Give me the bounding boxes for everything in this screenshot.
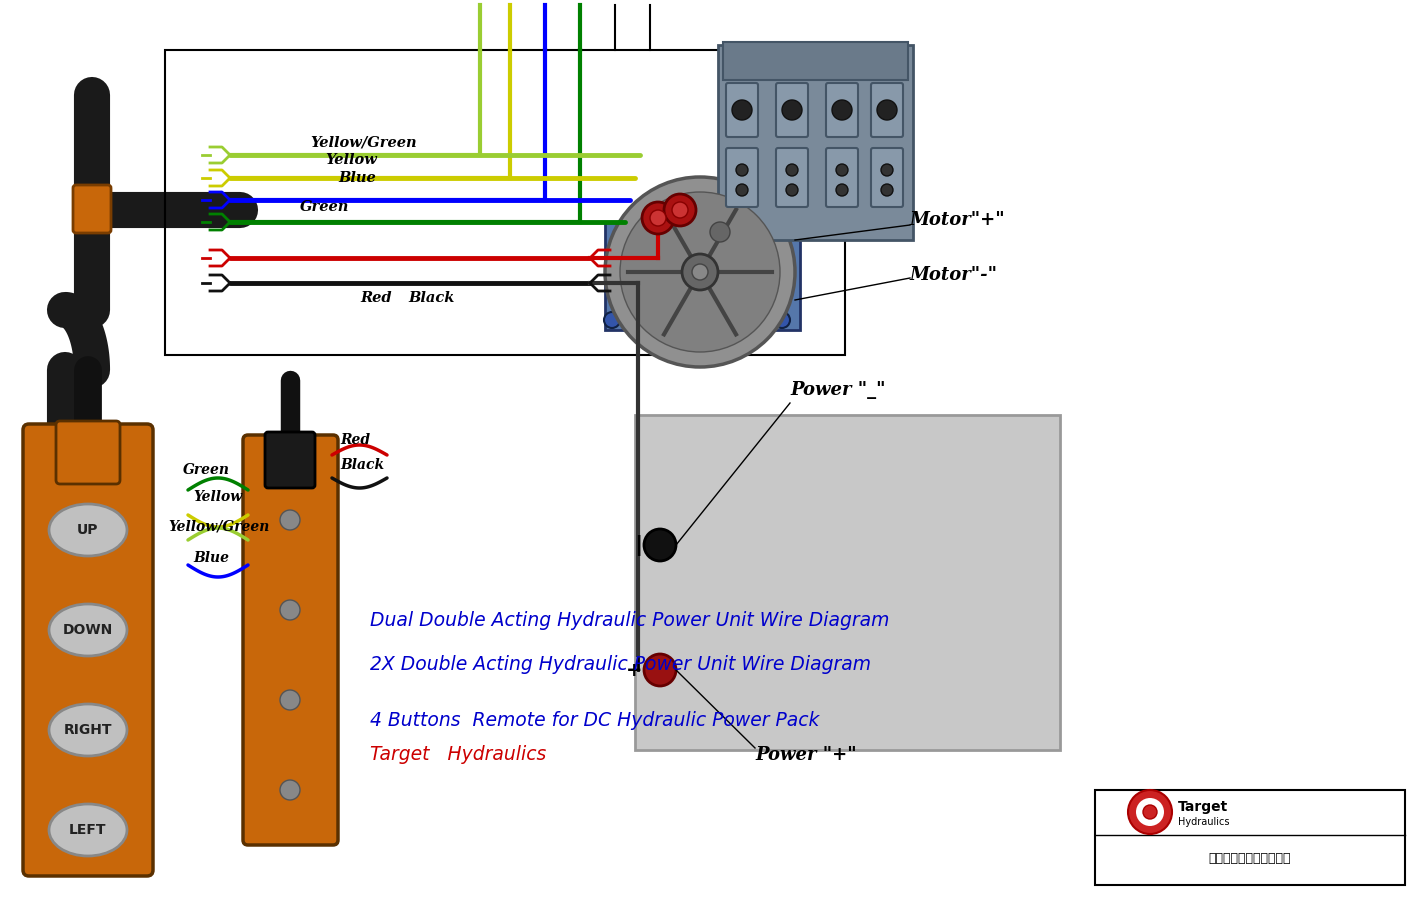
Circle shape xyxy=(736,184,748,196)
FancyBboxPatch shape xyxy=(605,222,800,330)
Circle shape xyxy=(736,164,748,176)
FancyBboxPatch shape xyxy=(719,45,914,240)
Circle shape xyxy=(1143,805,1157,819)
Circle shape xyxy=(672,202,687,218)
Text: Motor"+": Motor"+" xyxy=(909,211,1006,229)
Text: 宁波客吉特液压有限公司: 宁波客吉特液压有限公司 xyxy=(1208,851,1291,865)
Text: Hydraulics: Hydraulics xyxy=(1178,817,1229,827)
FancyBboxPatch shape xyxy=(776,148,808,207)
FancyBboxPatch shape xyxy=(871,148,904,207)
Circle shape xyxy=(783,100,803,120)
Circle shape xyxy=(731,100,751,120)
Circle shape xyxy=(645,654,676,686)
FancyBboxPatch shape xyxy=(265,432,314,488)
Circle shape xyxy=(665,194,696,226)
Text: Motor"-": Motor"-" xyxy=(909,266,998,284)
Text: RIGHT: RIGHT xyxy=(64,723,112,737)
Circle shape xyxy=(645,529,676,561)
Text: Red: Red xyxy=(360,291,391,305)
Ellipse shape xyxy=(48,704,127,756)
Circle shape xyxy=(280,780,300,800)
Ellipse shape xyxy=(48,604,127,656)
FancyBboxPatch shape xyxy=(635,415,1060,750)
Circle shape xyxy=(620,192,780,352)
FancyBboxPatch shape xyxy=(723,42,908,80)
FancyBboxPatch shape xyxy=(726,83,758,137)
Text: |: | xyxy=(633,535,642,555)
FancyBboxPatch shape xyxy=(726,148,758,207)
Text: Yellow/Green: Yellow/Green xyxy=(310,135,417,149)
Circle shape xyxy=(785,184,798,196)
Text: Red: Red xyxy=(340,433,370,447)
Circle shape xyxy=(785,164,798,176)
Text: 2X Double Acting Hydraulic Power Unit Wire Diagram: 2X Double Acting Hydraulic Power Unit Wi… xyxy=(370,656,871,675)
Circle shape xyxy=(280,690,300,710)
Text: Yellow: Yellow xyxy=(194,490,242,504)
Circle shape xyxy=(642,202,675,234)
Text: 4 Buttons  Remote for DC Hydraulic Power Pack: 4 Buttons Remote for DC Hydraulic Power … xyxy=(370,710,820,729)
FancyBboxPatch shape xyxy=(825,83,858,137)
Text: LEFT: LEFT xyxy=(70,823,107,837)
Text: +: + xyxy=(626,660,642,680)
FancyBboxPatch shape xyxy=(825,148,858,207)
Circle shape xyxy=(280,510,300,530)
Circle shape xyxy=(1136,798,1164,826)
Ellipse shape xyxy=(48,804,127,856)
FancyBboxPatch shape xyxy=(871,83,904,137)
FancyBboxPatch shape xyxy=(73,185,111,233)
Text: Power "+": Power "+" xyxy=(756,746,857,764)
Text: Target: Target xyxy=(1178,800,1228,814)
Circle shape xyxy=(835,184,848,196)
Circle shape xyxy=(881,164,894,176)
Text: Black: Black xyxy=(408,291,454,305)
Text: Dual Double Acting Hydraulic Power Unit Wire Diagram: Dual Double Acting Hydraulic Power Unit … xyxy=(370,611,889,630)
FancyBboxPatch shape xyxy=(55,421,120,484)
Circle shape xyxy=(605,177,795,367)
Text: Green: Green xyxy=(184,463,231,477)
Circle shape xyxy=(832,100,852,120)
Circle shape xyxy=(774,312,790,328)
Text: Power "_": Power "_" xyxy=(790,381,885,399)
Ellipse shape xyxy=(48,504,127,556)
Circle shape xyxy=(682,254,719,290)
Circle shape xyxy=(710,222,730,242)
Circle shape xyxy=(650,210,666,226)
FancyBboxPatch shape xyxy=(243,435,339,845)
Circle shape xyxy=(1128,790,1173,834)
Circle shape xyxy=(835,164,848,176)
Text: Target   Hydraulics: Target Hydraulics xyxy=(370,745,546,764)
FancyBboxPatch shape xyxy=(1096,790,1405,885)
Text: Yellow: Yellow xyxy=(324,153,377,167)
Text: Green: Green xyxy=(300,200,350,214)
Text: Blue: Blue xyxy=(339,171,376,185)
Text: Blue: Blue xyxy=(194,551,229,565)
Circle shape xyxy=(877,100,896,120)
FancyBboxPatch shape xyxy=(776,83,808,137)
Text: Black: Black xyxy=(340,458,384,472)
Text: Yellow/Green: Yellow/Green xyxy=(168,520,269,534)
Text: DOWN: DOWN xyxy=(63,623,112,637)
Text: UP: UP xyxy=(77,523,98,537)
Circle shape xyxy=(603,312,620,328)
Circle shape xyxy=(692,264,709,280)
Circle shape xyxy=(881,184,894,196)
FancyBboxPatch shape xyxy=(23,424,154,876)
Circle shape xyxy=(280,600,300,620)
